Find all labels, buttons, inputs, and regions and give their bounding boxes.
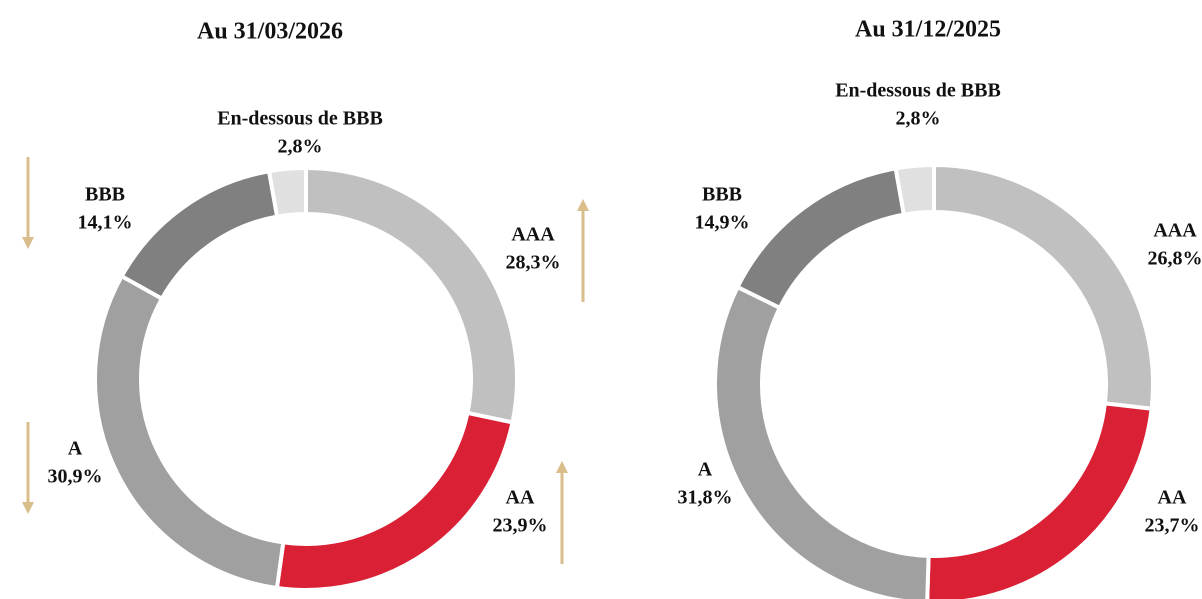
segment-value: 23,7% [1145,515,1200,537]
segment-value: 31,8% [678,487,733,509]
segment-value: 2,8% [896,108,941,130]
donut-segment [893,162,936,217]
segment-name: AA [1158,487,1187,509]
segment-name: A [698,459,713,481]
segment-value: 14,1% [78,212,133,234]
donut-segment [119,168,280,302]
segment-name: A [68,438,83,460]
segment-name: En-dessous de BBB [835,80,1001,102]
donut-segment [925,401,1154,599]
segment-value: 26,8% [1148,248,1202,270]
donut-segment [274,410,515,592]
segment-value: 30,9% [48,466,103,488]
segment-value: 14,9% [695,212,750,234]
donut-segment [932,162,1155,411]
donut-segment [266,165,308,219]
chart-title: Au 31/12/2025 [855,17,1001,43]
trend-arrows [22,157,589,564]
segment-value: 28,3% [506,252,561,274]
donut-segment [713,284,931,599]
segment-name: BBB [85,184,125,206]
segment-name: BBB [702,184,742,206]
segment-value: 2,8% [278,136,323,158]
segment-value: 23,9% [493,515,548,537]
donut-segment [93,273,286,591]
segment-name: AAA [1153,220,1197,242]
donut-segment [734,166,907,311]
donut-segment [304,165,519,425]
segment-name: AAA [511,224,555,246]
segment-name: AA [506,487,535,509]
chart-title: Au 31/03/2026 [197,19,343,45]
segment-name: En-dessous de BBB [217,108,383,130]
